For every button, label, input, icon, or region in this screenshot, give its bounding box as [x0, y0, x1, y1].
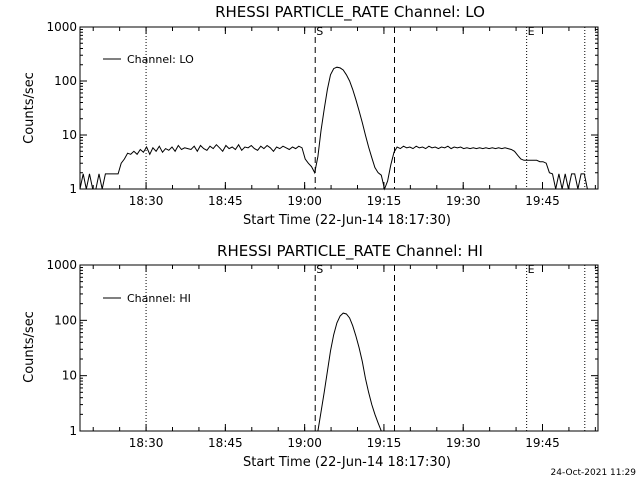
timestamp: 24-Oct-2021 11:29: [551, 468, 637, 478]
y-tick-label: 1000: [46, 20, 77, 34]
vertical-lines: [145, 27, 586, 189]
chart-panel-lo: RHESSI PARTICLE_RATE Channel: LO Counts/…: [22, 3, 599, 228]
y-axis-label: Counts/sec: [22, 72, 37, 144]
y-tick-label: 1: [69, 182, 77, 196]
y-tick-label: 1000: [46, 258, 77, 272]
x-ticks: 18:30 18:45 19:00 19:15 19:30 19:45: [92, 27, 596, 208]
chart-panel-hi: RHESSI PARTICLE_RATE Channel: HI Counts/…: [22, 242, 599, 470]
x-axis-label: Start Time (22-Jun-14 18:17:30): [243, 213, 451, 228]
x-tick-label: 19:30: [446, 436, 481, 450]
y-tick-label: 10: [62, 128, 77, 142]
marker-s: S: [316, 263, 323, 276]
chart-title: RHESSI PARTICLE_RATE Channel: LO: [215, 3, 485, 22]
chart-title: RHESSI PARTICLE_RATE Channel: HI: [217, 242, 483, 261]
x-tick-label: 19:30: [446, 194, 481, 208]
x-tick-label: 18:45: [208, 436, 243, 450]
x-tick-label: 19:15: [367, 194, 402, 208]
series: [317, 312, 382, 432]
plot-frame: [79, 264, 599, 432]
legend: Channel: LO: [103, 53, 194, 66]
x-tick-label: 19:45: [525, 436, 560, 450]
y-tick-label: 100: [54, 74, 77, 88]
series-line: [317, 312, 382, 432]
y-tick-label: 1: [69, 424, 77, 438]
x-tick-label: 18:30: [129, 436, 164, 450]
marker-e: E: [528, 263, 535, 276]
x-tick-label: 18:30: [129, 194, 164, 208]
legend: Channel: HI: [103, 292, 191, 305]
x-axis-label: Start Time (22-Jun-14 18:17:30): [243, 455, 451, 470]
y-tick-label: 10: [62, 369, 77, 383]
legend-label: Channel: HI: [127, 292, 191, 305]
plot-frame: [79, 26, 599, 190]
series-line: [79, 66, 588, 191]
x-tick-label: 19:00: [287, 194, 322, 208]
marker-e: E: [528, 25, 535, 38]
series: [79, 66, 588, 191]
x-tick-label: 18:45: [208, 194, 243, 208]
x-ticks: 18:30 18:45 19:00 19:15 19:30 19:45: [92, 265, 596, 450]
y-tick-label: 100: [54, 313, 77, 327]
y-axis-label: Counts/sec: [22, 311, 37, 383]
x-tick-label: 19:45: [525, 194, 560, 208]
marker-s: S: [316, 25, 323, 38]
x-tick-label: 19:15: [367, 436, 402, 450]
x-tick-label: 19:00: [287, 436, 322, 450]
legend-label: Channel: LO: [127, 53, 194, 66]
vertical-lines: [145, 265, 586, 431]
